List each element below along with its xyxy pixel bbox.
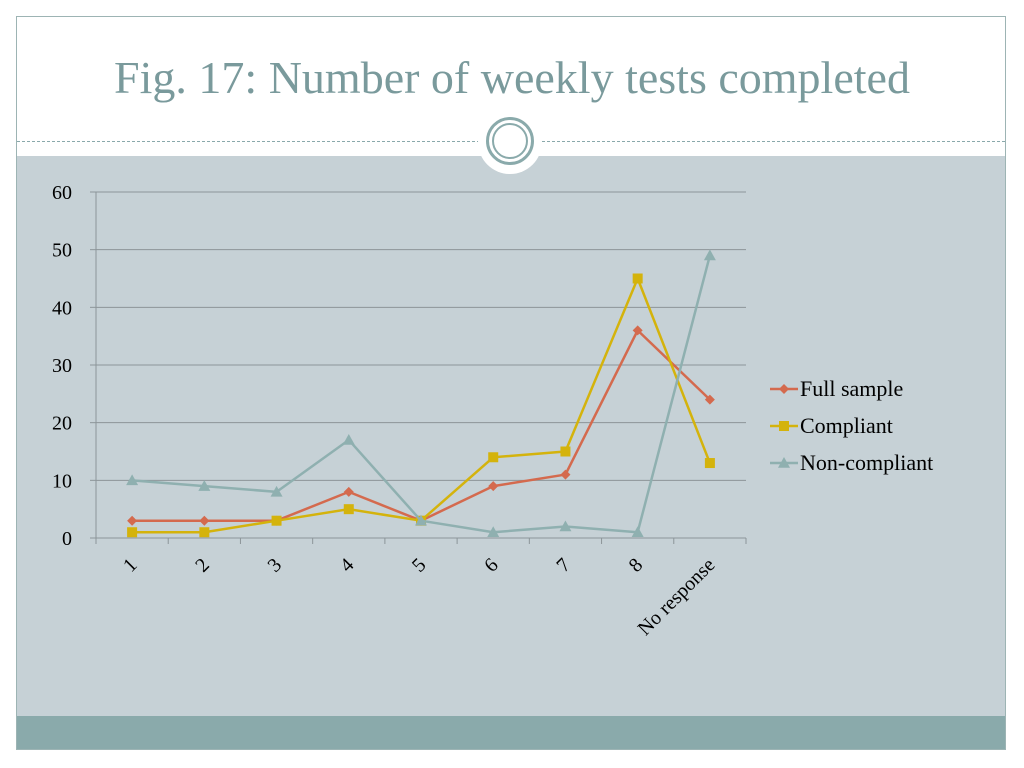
compliant-point (271, 515, 282, 526)
legend-swatch-marker (778, 457, 790, 468)
legend-item-non-compliant: Non-compliant (770, 450, 933, 475)
full-sample-point (343, 486, 354, 497)
full-sample-point (632, 325, 643, 336)
non-compliant-point (126, 474, 139, 486)
non-compliant-point (559, 520, 572, 532)
full-sample-point (704, 394, 715, 405)
axis-layer: 0 10 20 30 40 50 60 1 2 3 4 5 6 7 8No response (52, 182, 747, 640)
y-tick-label: 50 (52, 240, 72, 262)
full-sample-line (132, 329, 711, 522)
chart-legend: Full sample Compliant Non-compliant (770, 376, 933, 475)
x-tick-label: No response (634, 554, 720, 640)
compliant-point (488, 452, 499, 463)
non-compliant-point (631, 526, 644, 538)
x-tick-label: 5 (408, 554, 431, 577)
full-sample-point (488, 481, 499, 492)
non-compliant-point (198, 480, 211, 491)
y-tick-label: 10 (52, 470, 72, 492)
x-tick-label: 6 (480, 554, 503, 577)
compliant-point (343, 504, 354, 515)
x-tick-label: 4 (336, 554, 359, 577)
legend-item-full-sample: Full sample (770, 376, 903, 401)
x-tick-label: 7 (552, 554, 575, 577)
compliant-point (199, 527, 210, 538)
compliant-point (127, 527, 138, 538)
non-compliant-point (415, 514, 427, 526)
series-layer (126, 249, 716, 538)
legend-label: Non-compliant (800, 450, 933, 475)
y-tick-label: 40 (52, 297, 72, 319)
legend-item-compliant: Compliant (770, 413, 893, 438)
non-compliant-point (270, 485, 283, 497)
ornament-inner-ring (492, 123, 528, 159)
series-non-compliant (126, 249, 716, 538)
x-tick-label: 8 (625, 554, 648, 577)
slide-title: Fig. 17: Number of weekly tests complete… (114, 52, 910, 103)
y-tick-label: 0 (62, 528, 72, 550)
compliant-point (704, 458, 715, 469)
non-compliant-point (487, 526, 500, 538)
series-full-sample (127, 325, 715, 526)
x-tick-label: 3 (263, 554, 286, 577)
non-compliant-line (132, 255, 712, 534)
compliant-point (632, 273, 643, 284)
full-sample-point (560, 469, 571, 480)
compliant-line (132, 277, 712, 534)
legend-swatch-marker (779, 384, 789, 394)
y-tick-label: 20 (52, 413, 72, 435)
compliant-point (560, 446, 571, 457)
footer-bar (17, 716, 1005, 749)
legend-label: Full sample (800, 376, 903, 401)
non-compliant-point (703, 249, 716, 261)
grid-layer (96, 191, 746, 481)
x-tick-label: 1 (119, 554, 142, 577)
ornament-outer-ring (486, 117, 534, 165)
x-tick-label: 2 (191, 554, 214, 577)
non-compliant-point (342, 433, 355, 445)
series-compliant (127, 273, 715, 538)
full-sample-point (127, 515, 138, 526)
legend-swatch-marker (779, 421, 789, 431)
y-tick-label: 30 (52, 355, 72, 377)
legend-label: Compliant (800, 413, 893, 438)
y-tick-label: 60 (52, 182, 72, 204)
full-sample-point (199, 515, 210, 526)
